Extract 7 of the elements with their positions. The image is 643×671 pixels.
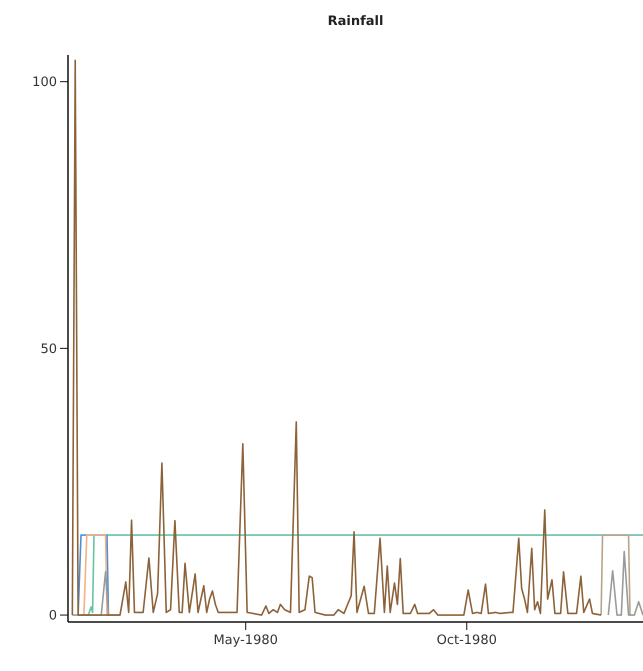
y-tick-label: 0 — [48, 608, 57, 624]
chart-title: Rainfall — [328, 14, 384, 29]
line-series — [72, 60, 602, 616]
x-tick-label: May-1980 — [213, 633, 278, 648]
x-tick-label: Oct-1980 — [436, 633, 497, 648]
y-tick-label: 100 — [32, 75, 57, 90]
y-tick-label: 50 — [40, 342, 57, 357]
